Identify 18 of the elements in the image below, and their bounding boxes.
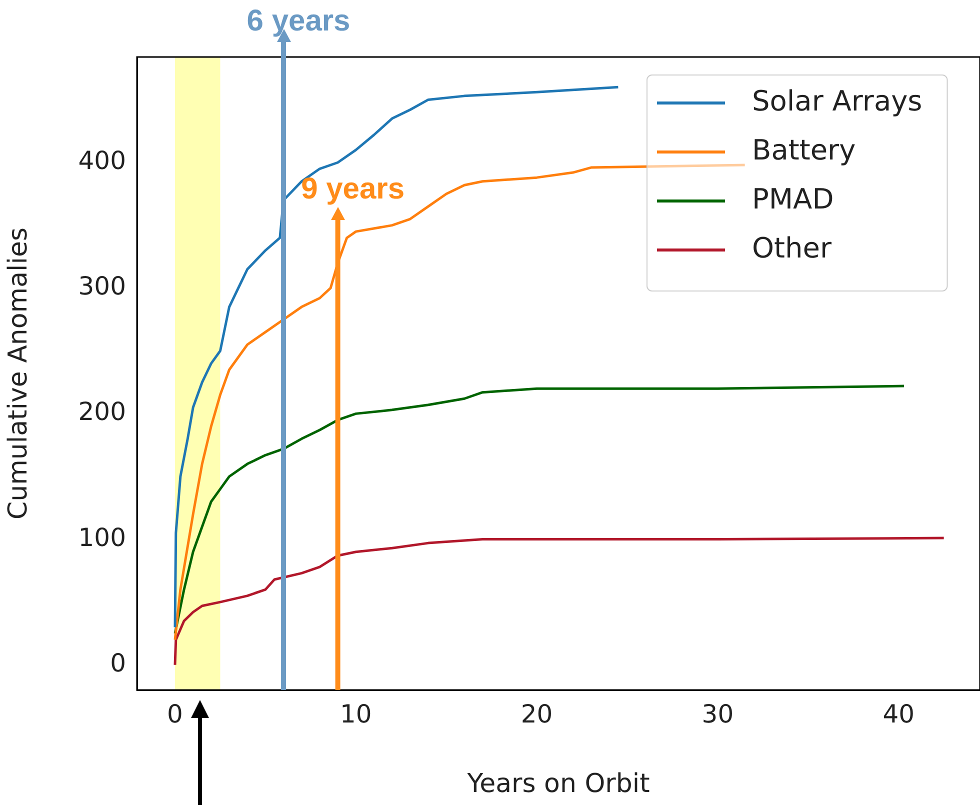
y-tick-label: 200 — [78, 397, 126, 426]
x-tick-label: 10 — [340, 700, 372, 728]
x-tick-label: 40 — [882, 700, 914, 728]
ref-line-label: 6 years — [246, 4, 350, 38]
legend-label: Other — [752, 231, 832, 264]
legend-label: PMAD — [752, 182, 834, 216]
y-tick-label: 100 — [78, 522, 126, 552]
x-tick-label: 20 — [520, 700, 553, 728]
y-tick-label: 0 — [110, 648, 126, 678]
x-axis-title: Years on Orbit — [466, 769, 650, 800]
y-tick-label: 300 — [78, 272, 126, 301]
y-axis-title: Cumulative Anomalies — [3, 227, 34, 520]
ref-line-label: 9 years — [301, 172, 405, 206]
legend-label: Battery — [752, 133, 856, 166]
x-tick-label: 0 — [167, 700, 183, 728]
y-tick-label: 400 — [78, 146, 126, 175]
x-tick-label: 30 — [702, 700, 734, 728]
legend-label: Solar Arrays — [752, 84, 922, 118]
